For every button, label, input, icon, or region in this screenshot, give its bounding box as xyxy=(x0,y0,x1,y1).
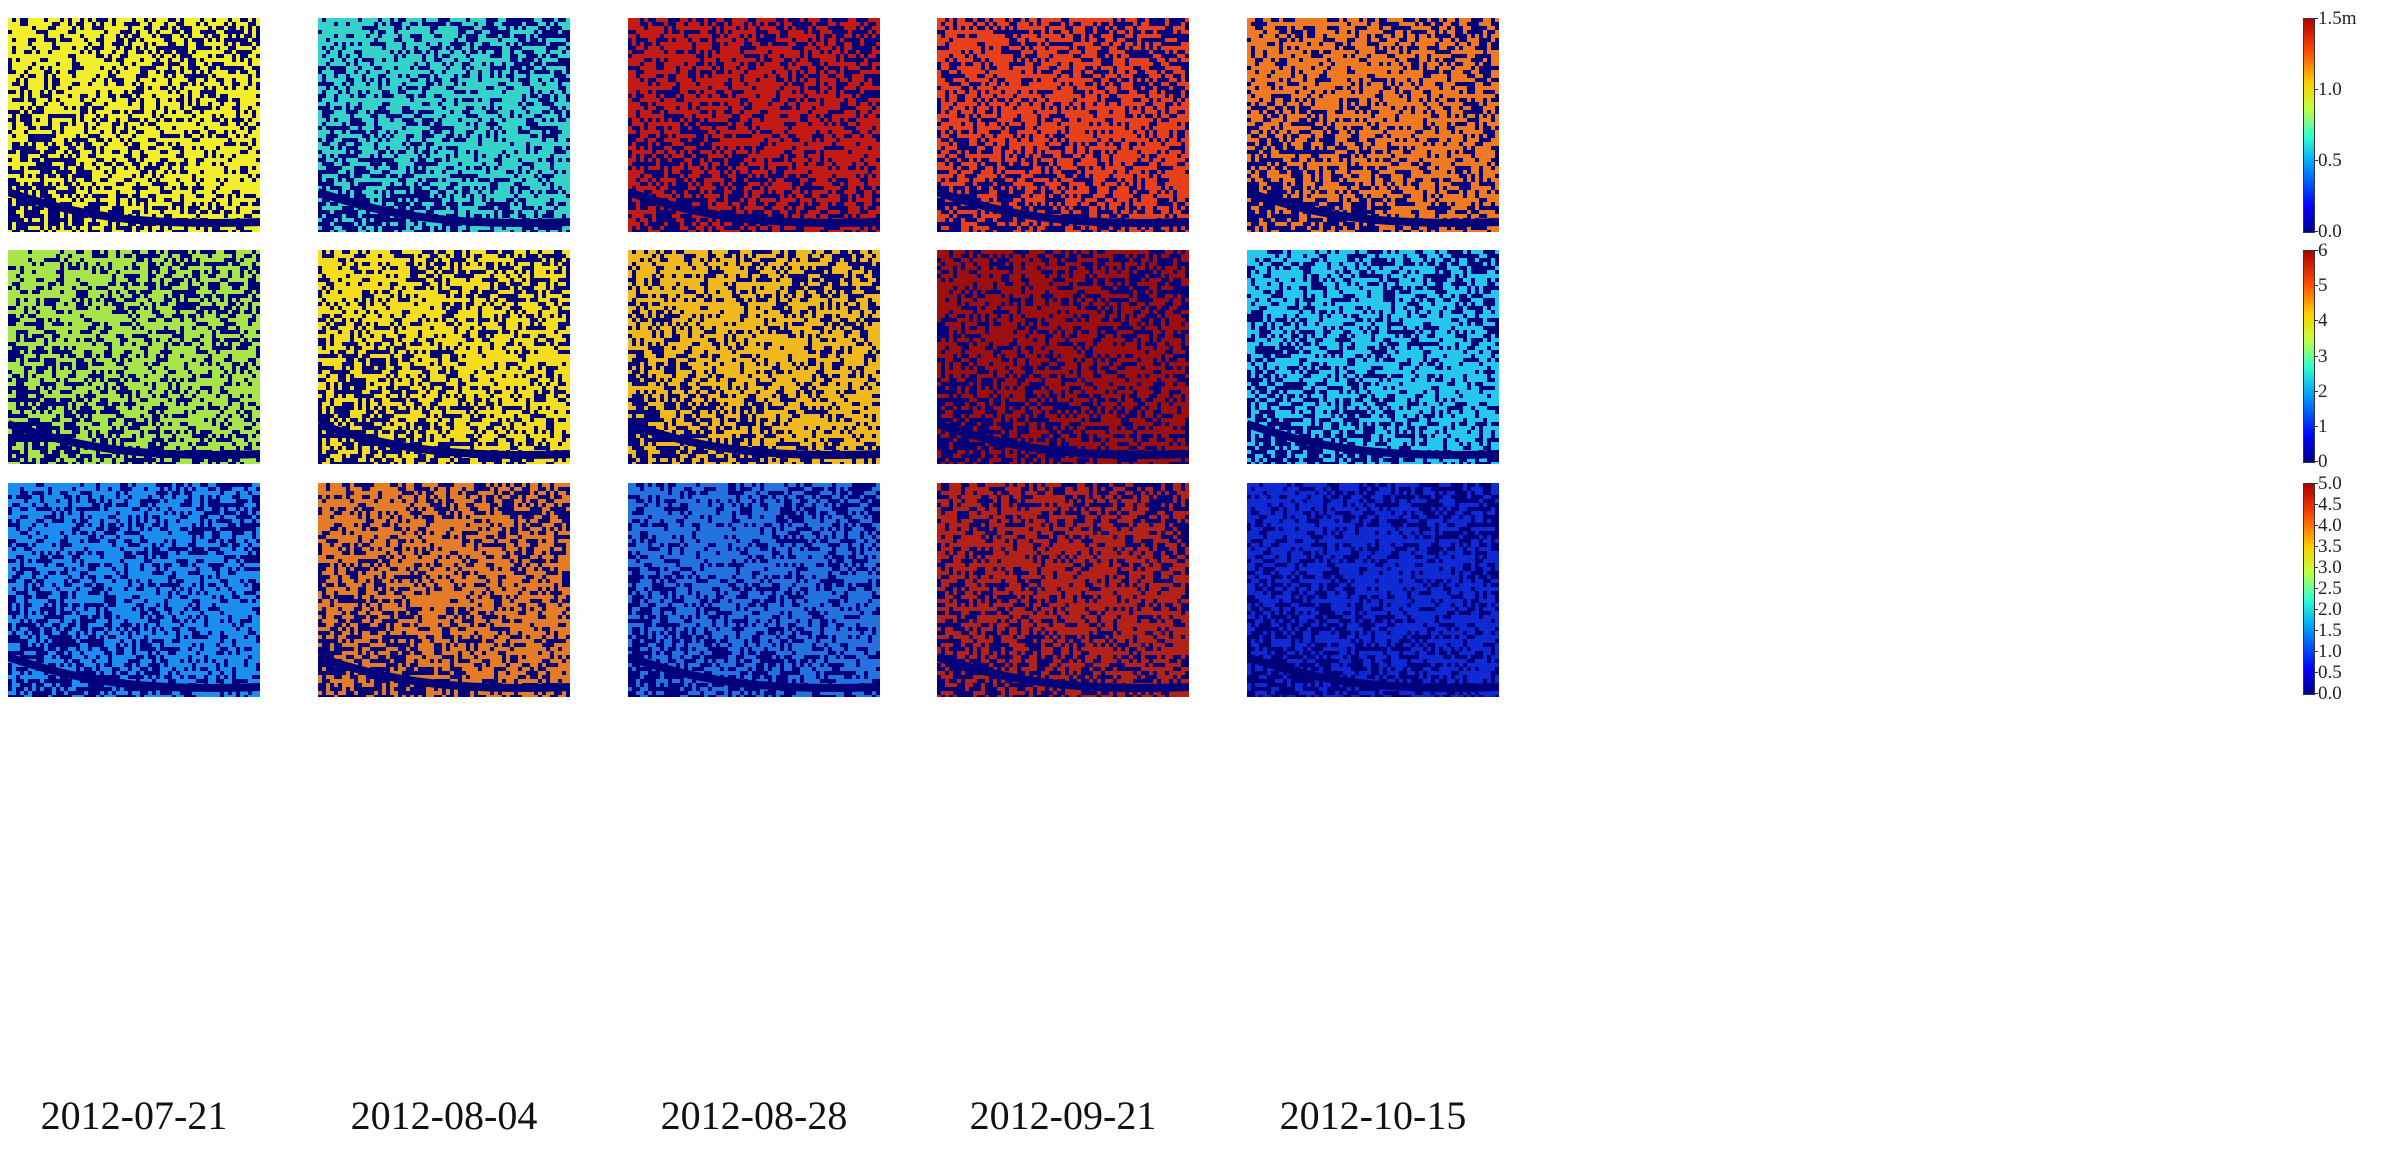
colorbar-height xyxy=(2303,18,2315,233)
map-tile-lai-2012-10-15 xyxy=(1247,250,1499,464)
colorbar-tick-label: 4.5 xyxy=(2318,494,2342,515)
colorbar-tick-mark xyxy=(2314,609,2318,610)
map-tile-lai-2012-09-21 xyxy=(937,250,1189,464)
map-tile-height-2012-08-28 xyxy=(628,18,880,232)
colorbar-tick-label: 0.5 xyxy=(2318,150,2342,171)
map-tile-lai-2012-07-21 xyxy=(8,250,260,464)
colorbar-tick-label: 5.0 xyxy=(2318,473,2342,494)
colorbar-tick-label: 3 xyxy=(2318,345,2328,367)
colorbar-tick-mark xyxy=(2314,320,2318,322)
colorbar-tick-mark xyxy=(2314,231,2318,232)
colorbar-tick-label: 1 xyxy=(2318,415,2328,437)
colorbar-tick-label: 3.0 xyxy=(2318,557,2342,578)
colorbar-tick-mark xyxy=(2314,651,2318,652)
colorbar-tick-label: 0.0 xyxy=(2318,221,2342,242)
map-tile-biomass-2012-10-15 xyxy=(1247,483,1499,697)
date-label: 2012-07-21 xyxy=(40,1093,228,1138)
colorbar-tick-label: 0 xyxy=(2318,451,2328,472)
colorbar-tick-mark xyxy=(2314,567,2318,568)
colorbar-tick-mark xyxy=(2314,693,2318,694)
colorbar-tick-mark xyxy=(2314,355,2318,357)
colorbar-tick-mark xyxy=(2314,630,2318,631)
colorbar-tick-label: 2 xyxy=(2318,380,2328,402)
date-label: 2012-10-15 xyxy=(1279,1093,1467,1138)
map-tile-lai-2012-08-04 xyxy=(318,250,570,464)
colorbar-tick-label: 0.5 xyxy=(2318,662,2342,683)
map-tile-height-2012-08-04 xyxy=(318,18,570,232)
date-label: 2012-09-21 xyxy=(969,1093,1157,1138)
map-tile-biomass-2012-08-04 xyxy=(318,483,570,697)
colorbar-tick-mark xyxy=(2314,160,2318,161)
colorbar-tick-mark xyxy=(2314,425,2318,427)
colorbar-tick-mark xyxy=(2314,483,2318,484)
map-tile-height-2012-09-21 xyxy=(937,18,1189,232)
date-label: 2012-08-28 xyxy=(660,1093,848,1138)
colorbar-tick-label: 1.5m xyxy=(2318,8,2357,29)
colorbar-tick-mark xyxy=(2314,672,2318,673)
colorbar-tick-label: 4.0 xyxy=(2318,515,2342,536)
colorbar-biomass xyxy=(2303,483,2315,695)
colorbar-tick-mark xyxy=(2314,250,2318,251)
colorbar-tick-mark xyxy=(2314,588,2318,589)
colorbar-tick-mark xyxy=(2314,390,2318,392)
colorbar-tick-label: 2.0 xyxy=(2318,599,2342,620)
colorbar-tick-mark xyxy=(2314,18,2318,19)
colorbar-tick-mark xyxy=(2314,546,2318,547)
colorbar-tick-mark xyxy=(2314,461,2318,462)
colorbar-tick-label: 2.5 xyxy=(2318,578,2342,599)
date-label: 2012-08-04 xyxy=(350,1093,538,1138)
colorbar-tick-mark xyxy=(2314,504,2318,505)
colorbar-tick-label: 1.0 xyxy=(2318,641,2342,662)
map-tile-height-2012-07-21 xyxy=(8,18,260,232)
map-tile-biomass-2012-09-21 xyxy=(937,483,1189,697)
colorbar-tick-label: 1.0 xyxy=(2318,79,2342,100)
colorbar-tick-mark xyxy=(2314,285,2318,287)
map-tile-lai-2012-08-28 xyxy=(628,250,880,464)
colorbar-tick-mark xyxy=(2314,89,2318,90)
colorbar-tick-label: 0.0 xyxy=(2318,683,2342,704)
map-tile-biomass-2012-08-28 xyxy=(628,483,880,697)
map-tile-height-2012-10-15 xyxy=(1247,18,1499,232)
colorbar-tick-label: 6 xyxy=(2318,240,2328,261)
colorbar-tick-mark xyxy=(2314,525,2318,526)
colorbar-tick-label: 5 xyxy=(2318,275,2328,297)
colorbar-tick-label: 3.5 xyxy=(2318,536,2342,557)
colorbar-tick-label: 1.5 xyxy=(2318,620,2342,641)
map-tile-biomass-2012-07-21 xyxy=(8,483,260,697)
colorbar-tick-label: 4 xyxy=(2318,310,2328,332)
colorbar-lai xyxy=(2303,250,2315,463)
